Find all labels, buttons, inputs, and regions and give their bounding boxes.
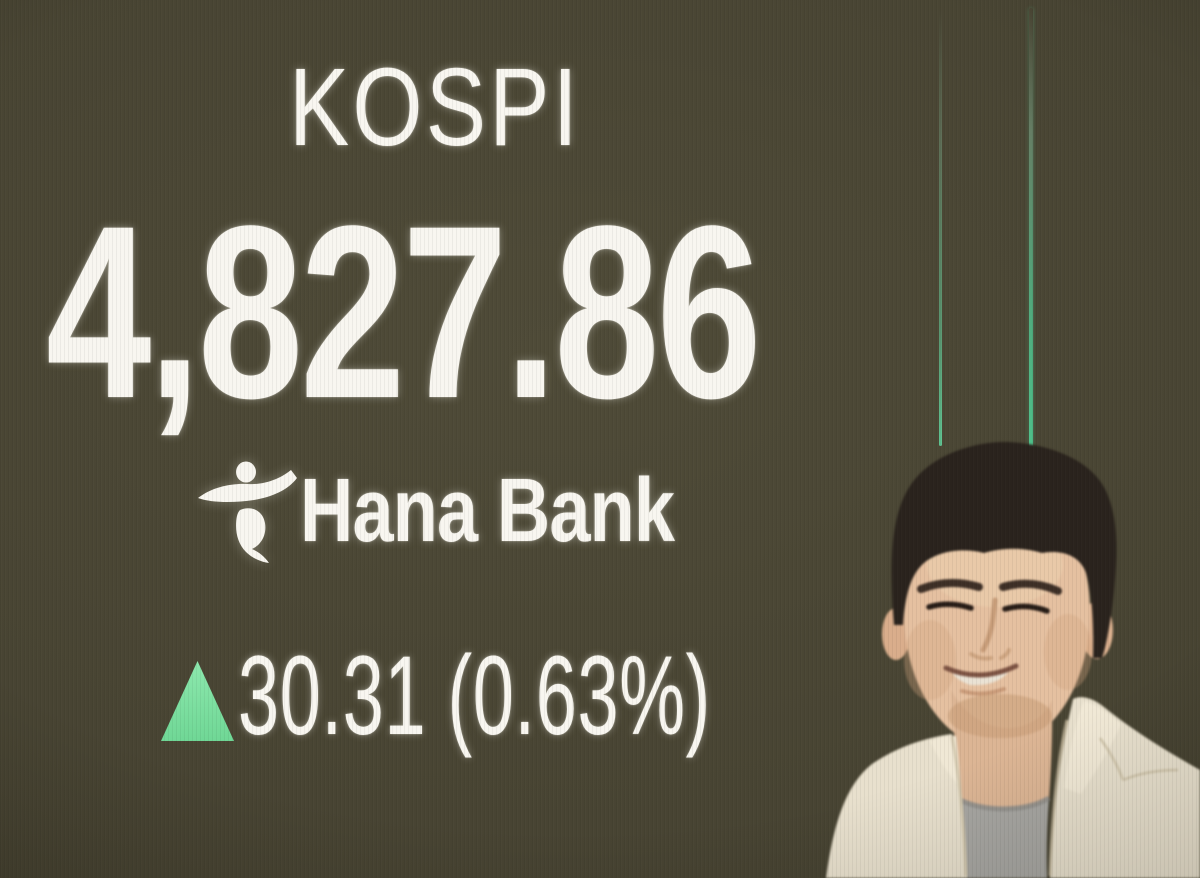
person-lower-lip [960,687,1006,696]
shirt-collar [958,795,1051,812]
person-shirt [960,799,1049,878]
index-value: 4,827.86 [46,175,762,450]
person-eyebrow-left [917,579,983,593]
jacket-inner-shadow [1048,719,1069,877]
person-hair [891,441,1117,658]
person-nostril-left [969,652,993,661]
cheek-shadow-left [904,620,956,700]
neck-shadow [948,694,1052,738]
hana-symbol-body [236,508,269,563]
person-eye-left [926,601,974,611]
person-jacket-left [826,734,967,878]
person [826,441,1200,878]
person-mouth [943,663,1019,678]
person-eyebrow-right [999,579,1062,595]
hana-bank-label: Hana Bank [300,461,675,561]
jacket-collar-right [1064,701,1121,794]
index-title: KOSPI [288,46,582,169]
hana-bank-symbol-icon [198,461,297,563]
person-eye-right [1002,603,1050,614]
jacket-seam-1 [1098,737,1125,781]
led-line-right [1029,8,1033,450]
led-line-left [939,10,942,446]
jacket-left-edge [950,735,968,877]
cheek-shadow-right [1044,614,1092,690]
jacket-seam-2 [1122,768,1179,782]
index-change-text: 30.31 (0.63%) [238,633,711,758]
hana-symbol-arms [198,470,297,503]
hana-symbol-head [236,461,256,483]
person-nose [980,597,998,653]
up-triangle-icon [161,661,234,741]
person-nostril-right [999,648,1011,660]
